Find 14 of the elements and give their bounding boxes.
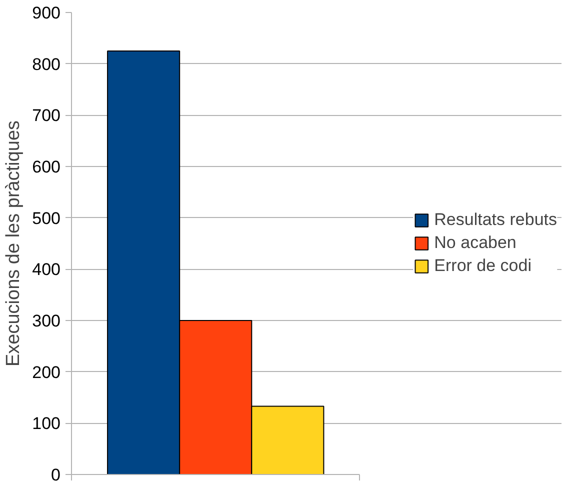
y-tick-label: 900	[32, 4, 61, 22]
y-tick-label: 800	[32, 54, 61, 74]
y-tick-label: 500	[32, 208, 61, 228]
y-tick-label: 700	[32, 106, 61, 126]
legend-label: No acaben	[434, 233, 516, 253]
legend-label: Resultats rebuts	[434, 210, 557, 230]
y-tick-label: 200	[32, 362, 61, 382]
y-tick-label: 100	[32, 414, 61, 434]
y-tick-label: 0	[51, 466, 61, 484]
y-tick-label: 400	[32, 260, 61, 280]
legend-label: Error de codi	[434, 256, 532, 276]
y-tick-label: 600	[32, 158, 61, 176]
y-tick-label: 300	[32, 312, 61, 330]
y-axis-title: Execucions de les pràctiques	[3, 120, 24, 367]
